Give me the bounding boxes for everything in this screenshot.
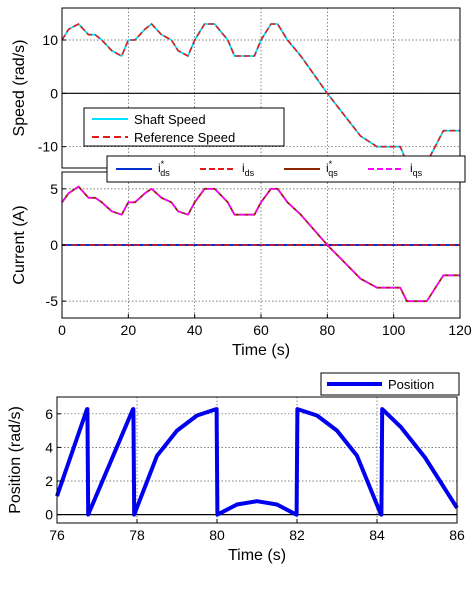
x-tick-label: 100 [382,322,406,338]
series-line [61,23,460,164]
series-line [61,185,460,303]
y-tick-label: 10 [42,32,58,48]
x-tick-label: 86 [449,527,465,543]
legend-label: Reference Speed [134,130,235,145]
x-tick-label: 20 [121,322,137,338]
legend-box [83,107,285,147]
y-axis-label: Speed (rad/s) [11,40,28,137]
x-axis-label: Time (s) [228,547,286,564]
y-tick-label: 5 [50,181,58,197]
legend-position: Position [320,372,460,396]
legend-current: i* ds ids i* qs iqs [106,155,466,183]
y-tick-label: 6 [45,406,53,422]
chart-panel-2: 0 2 4 6 76 78 80 82 84 86 Position (rad/s) Time (s) [7,396,465,564]
y-tick-label: 0 [50,237,58,253]
x-tick-label: 80 [209,527,225,543]
series-line [55,407,459,517]
x-tick-label: 120 [448,322,472,338]
x-tick-label: 0 [58,322,66,338]
chart-panel-1: 5 0 -5 0 20 40 60 80 100 120 Current (A) Time (s) [11,171,472,359]
y-tick-label: 0 [45,507,53,523]
y-tick-label: -10 [38,139,58,155]
y-tick-label: 2 [45,473,53,489]
y-tick-label: -5 [46,293,59,309]
y-tick-label: 0 [50,85,58,101]
legend-label: Position [388,377,434,392]
y-axis-label: Position (rad/s) [7,406,24,514]
legend-box [320,372,460,396]
plot-area [57,397,457,523]
y-tick-label: 4 [45,439,53,455]
x-tick-label: 60 [253,322,269,338]
legend-label: Shaft Speed [134,112,206,127]
x-tick-label: 84 [369,527,385,543]
x-axis-label: Time (s) [232,342,290,359]
x-tick-label: 78 [129,527,145,543]
x-tick-label: 80 [320,322,336,338]
x-tick-label: 76 [49,527,65,543]
axes-frame [56,396,458,524]
x-tick-label: 40 [187,322,203,338]
x-tick-label: 82 [289,527,305,543]
legend-speed: Shaft Speed Reference Speed [83,107,285,147]
y-axis-label: Current (A) [11,205,28,284]
